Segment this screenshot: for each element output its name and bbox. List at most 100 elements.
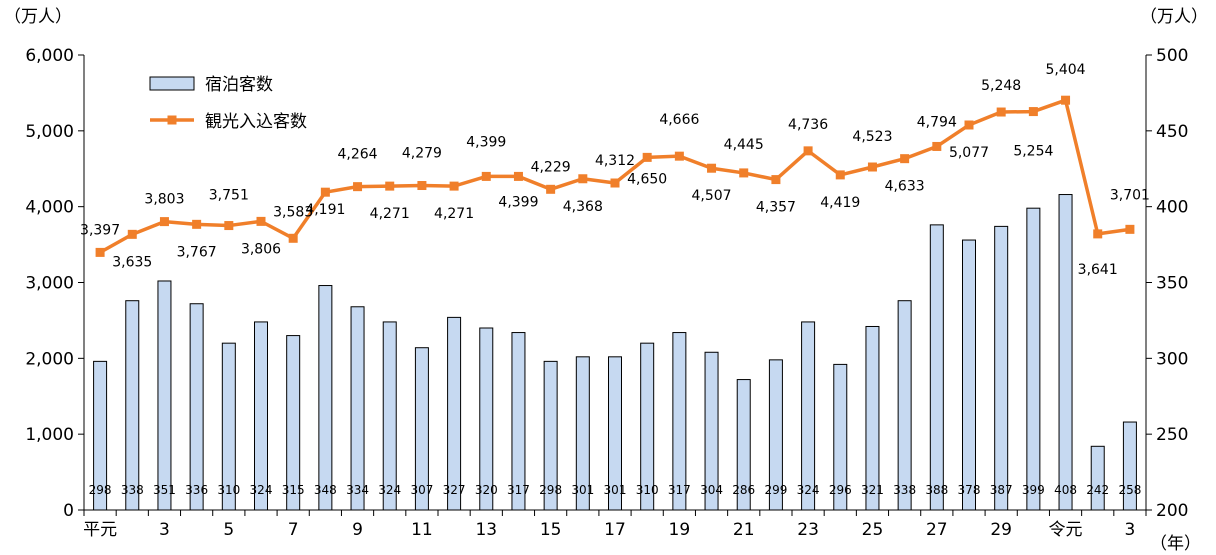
bar-value-label: 338 (121, 483, 144, 497)
line-labels: 3,397 3,635 3,803 3,767 3,751 3,806 3,5834,191… (80, 62, 1150, 278)
right-tick-label: 250 (1156, 425, 1188, 445)
bar-value-label: 317 (507, 483, 530, 497)
bar-value-label: 286 (732, 483, 755, 497)
line-value-label: 3,397 (80, 222, 120, 238)
x-tick-label: 15 (540, 520, 562, 540)
line-value-label: 4,445 (724, 137, 764, 153)
line-point (159, 217, 169, 227)
left-tick-label: 3,000 (25, 274, 74, 294)
left-axis: 0 1,000 2,000 3,000 4,000 5,000 6,000 (25, 46, 85, 521)
bar (1090, 445, 1105, 511)
left-tick-label: 6,000 (25, 46, 74, 66)
line-point (320, 187, 330, 197)
line-point (932, 141, 942, 151)
bar-value-label: 310 (636, 483, 659, 497)
bar-value-label: 321 (861, 483, 884, 497)
bar-value-label: 324 (797, 483, 820, 497)
bar (157, 280, 172, 511)
bar (929, 224, 944, 511)
line-value-label: 3,767 (177, 244, 217, 260)
line-value-label: 4,357 (756, 200, 796, 216)
line-value-label: 3,635 (112, 254, 152, 270)
right-axis: 200 250 300 350 400 450 500 (1145, 46, 1188, 521)
bar-value-label: 387 (990, 483, 1013, 497)
x-tick-label: 17 (604, 520, 626, 540)
line-value-label: 4,191 (305, 202, 345, 218)
bar (1026, 207, 1041, 511)
line-point (95, 247, 105, 257)
line-point (578, 174, 588, 184)
line-value-label: 4,633 (885, 179, 925, 195)
left-tick-label: 4,000 (25, 198, 74, 218)
left-tick-label: 1,000 (25, 425, 74, 445)
line-value-label: 5,404 (1045, 62, 1085, 78)
line-value-label: 4,399 (466, 134, 506, 150)
left-tick-label: 5,000 (25, 122, 74, 142)
x-tick-label: 9 (352, 520, 363, 540)
bar (318, 285, 333, 511)
line-series (95, 95, 1135, 257)
line-value-label: 4,368 (563, 199, 603, 215)
bar-value-label: 304 (700, 483, 723, 497)
bar (962, 239, 976, 511)
line-value-label: 4,312 (595, 153, 635, 169)
right-tick-label: 500 (1156, 46, 1188, 66)
line-point (353, 182, 363, 192)
bar (897, 300, 912, 511)
x-tick-label: 23 (797, 520, 819, 540)
line-point (642, 152, 652, 162)
bar-value-label: 310 (217, 483, 240, 497)
line-point (964, 120, 974, 130)
line-point (996, 107, 1006, 117)
right-tick-label: 350 (1156, 274, 1188, 294)
line-point (417, 181, 427, 191)
bar-value-label: 296 (829, 483, 852, 497)
bar-value-label: 324 (250, 483, 273, 497)
bar-value-label: 348 (314, 483, 337, 497)
line-value-label: 4,264 (337, 147, 377, 163)
x-tick-label: 25 (862, 520, 884, 540)
line-point (707, 163, 717, 173)
bar-value-label: 298 (89, 483, 112, 497)
line-value-label: 4,794 (917, 114, 957, 130)
bar-value-label: 298 (539, 483, 562, 497)
line-value-label: 3,701 (1110, 187, 1150, 203)
line-value-label: 4,271 (434, 206, 474, 222)
bar (447, 316, 462, 511)
line-value-label: 3,641 (1078, 262, 1118, 278)
x-tick-label: 19 (669, 520, 691, 540)
year-axis-unit: （年） (1150, 534, 1201, 554)
line-point (513, 171, 523, 181)
right-axis-unit: （万人） (1140, 7, 1208, 27)
bar-series (93, 194, 1137, 511)
x-tick-label: 令元 (1049, 520, 1083, 540)
line-value-label: 3,751 (209, 188, 249, 204)
line-point (739, 168, 749, 178)
bar-value-label: 336 (185, 483, 208, 497)
right-tick-label: 200 (1156, 501, 1188, 521)
bar-value-label: 301 (571, 483, 594, 497)
bar (125, 300, 140, 511)
line-value-label: 4,736 (788, 117, 828, 133)
line-point (610, 178, 620, 188)
x-tick-label: 29 (990, 520, 1012, 540)
line-point (803, 146, 813, 156)
bar-value-label: 399 (1022, 483, 1045, 497)
bar-value-label: 388 (925, 483, 948, 497)
bar (189, 303, 204, 511)
bar (994, 225, 1009, 511)
line-value-label: 4,279 (402, 146, 442, 162)
bar (350, 306, 365, 511)
line-point (1061, 95, 1071, 105)
line-point (385, 181, 395, 191)
line-point (256, 216, 266, 226)
line-point (1028, 107, 1038, 117)
line-value-label: 4,229 (531, 159, 571, 175)
right-tick-label: 450 (1156, 122, 1188, 142)
line-point (1093, 229, 1103, 239)
line-value-label: 5,254 (1013, 144, 1053, 160)
bar-value-label: 324 (378, 483, 401, 497)
right-tick-label: 300 (1156, 349, 1188, 369)
bar-value-label: 315 (282, 483, 305, 497)
